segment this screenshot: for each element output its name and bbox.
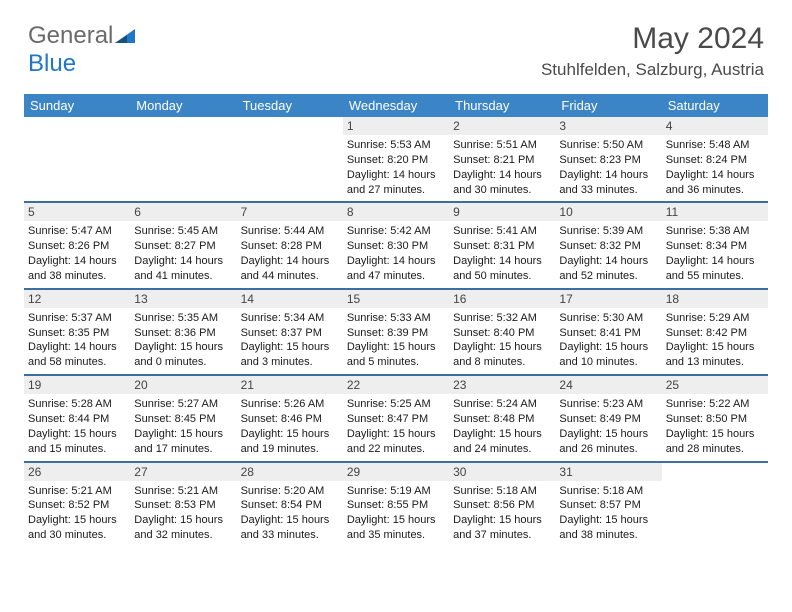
brand-part2: Blue xyxy=(28,50,76,77)
day-number-cell: 15 xyxy=(343,289,449,308)
day-number-row: 262728293031 xyxy=(24,462,768,481)
day-number-row: 19202122232425 xyxy=(24,375,768,394)
day-info-cell: Sunrise: 5:34 AMSunset: 8:37 PMDaylight:… xyxy=(237,308,343,375)
day-number-cell: 18 xyxy=(662,289,768,308)
day-info-cell: Sunrise: 5:48 AMSunset: 8:24 PMDaylight:… xyxy=(662,135,768,202)
day-info-cell: Sunrise: 5:42 AMSunset: 8:30 PMDaylight:… xyxy=(343,221,449,288)
day-info-cell: Sunrise: 5:35 AMSunset: 8:36 PMDaylight:… xyxy=(130,308,236,375)
brand-logo: GeneralBlue xyxy=(28,22,135,78)
day-info-cell: Sunrise: 5:32 AMSunset: 8:40 PMDaylight:… xyxy=(449,308,555,375)
day-info-row: Sunrise: 5:53 AMSunset: 8:20 PMDaylight:… xyxy=(24,135,768,202)
brand-part1: General xyxy=(28,22,113,49)
day-number-cell: 3 xyxy=(555,117,661,135)
day-number-cell xyxy=(662,462,768,481)
calendar-table: SundayMondayTuesdayWednesdayThursdayFrid… xyxy=(24,94,768,547)
day-number-cell: 17 xyxy=(555,289,661,308)
location-label: Stuhlfelden, Salzburg, Austria xyxy=(541,60,764,80)
day-number-cell: 6 xyxy=(130,202,236,221)
day-info-row: Sunrise: 5:37 AMSunset: 8:35 PMDaylight:… xyxy=(24,308,768,375)
day-info-cell: Sunrise: 5:53 AMSunset: 8:20 PMDaylight:… xyxy=(343,135,449,202)
day-info-cell: Sunrise: 5:50 AMSunset: 8:23 PMDaylight:… xyxy=(555,135,661,202)
weekday-header: Saturday xyxy=(662,94,768,117)
day-number-cell: 14 xyxy=(237,289,343,308)
day-number-cell: 19 xyxy=(24,375,130,394)
day-number-cell: 16 xyxy=(449,289,555,308)
day-info-row: Sunrise: 5:21 AMSunset: 8:52 PMDaylight:… xyxy=(24,481,768,547)
day-number-cell: 10 xyxy=(555,202,661,221)
day-number-cell: 9 xyxy=(449,202,555,221)
page-header: GeneralBlue May 2024 Stuhlfelden, Salzbu… xyxy=(0,0,792,88)
day-info-cell: Sunrise: 5:19 AMSunset: 8:55 PMDaylight:… xyxy=(343,481,449,547)
day-number-cell: 4 xyxy=(662,117,768,135)
month-title: May 2024 xyxy=(541,22,764,56)
day-number-row: 567891011 xyxy=(24,202,768,221)
day-info-cell: Sunrise: 5:26 AMSunset: 8:46 PMDaylight:… xyxy=(237,394,343,461)
day-info-cell: Sunrise: 5:41 AMSunset: 8:31 PMDaylight:… xyxy=(449,221,555,288)
day-info-cell: Sunrise: 5:45 AMSunset: 8:27 PMDaylight:… xyxy=(130,221,236,288)
brand-text: GeneralBlue xyxy=(28,22,135,78)
day-number-cell: 8 xyxy=(343,202,449,221)
weekday-header: Tuesday xyxy=(237,94,343,117)
day-number-cell: 27 xyxy=(130,462,236,481)
weekday-header: Thursday xyxy=(449,94,555,117)
day-info-cell: Sunrise: 5:29 AMSunset: 8:42 PMDaylight:… xyxy=(662,308,768,375)
day-number-cell: 23 xyxy=(449,375,555,394)
day-number-cell: 30 xyxy=(449,462,555,481)
day-info-cell: Sunrise: 5:21 AMSunset: 8:53 PMDaylight:… xyxy=(130,481,236,547)
day-info-cell: Sunrise: 5:21 AMSunset: 8:52 PMDaylight:… xyxy=(24,481,130,547)
title-block: May 2024 Stuhlfelden, Salzburg, Austria xyxy=(541,22,764,80)
day-info-cell: Sunrise: 5:30 AMSunset: 8:41 PMDaylight:… xyxy=(555,308,661,375)
day-number-cell xyxy=(237,117,343,135)
day-info-cell: Sunrise: 5:28 AMSunset: 8:44 PMDaylight:… xyxy=(24,394,130,461)
day-number-cell: 31 xyxy=(555,462,661,481)
day-number-row: 12131415161718 xyxy=(24,289,768,308)
day-number-cell: 21 xyxy=(237,375,343,394)
weekday-header: Monday xyxy=(130,94,236,117)
day-number-cell: 5 xyxy=(24,202,130,221)
day-info-cell: Sunrise: 5:22 AMSunset: 8:50 PMDaylight:… xyxy=(662,394,768,461)
day-number-cell: 28 xyxy=(237,462,343,481)
weekday-header-row: SundayMondayTuesdayWednesdayThursdayFrid… xyxy=(24,94,768,117)
day-info-cell xyxy=(130,135,236,202)
day-info-cell: Sunrise: 5:51 AMSunset: 8:21 PMDaylight:… xyxy=(449,135,555,202)
calendar-body: 1234Sunrise: 5:53 AMSunset: 8:20 PMDayli… xyxy=(24,117,768,547)
day-info-cell: Sunrise: 5:20 AMSunset: 8:54 PMDaylight:… xyxy=(237,481,343,547)
day-number-cell: 2 xyxy=(449,117,555,135)
day-number-cell xyxy=(130,117,236,135)
day-number-cell: 22 xyxy=(343,375,449,394)
day-info-row: Sunrise: 5:47 AMSunset: 8:26 PMDaylight:… xyxy=(24,221,768,288)
day-info-cell: Sunrise: 5:18 AMSunset: 8:57 PMDaylight:… xyxy=(555,481,661,547)
day-number-cell: 11 xyxy=(662,202,768,221)
day-info-cell: Sunrise: 5:44 AMSunset: 8:28 PMDaylight:… xyxy=(237,221,343,288)
day-number-cell: 29 xyxy=(343,462,449,481)
day-info-cell: Sunrise: 5:33 AMSunset: 8:39 PMDaylight:… xyxy=(343,308,449,375)
day-info-cell: Sunrise: 5:27 AMSunset: 8:45 PMDaylight:… xyxy=(130,394,236,461)
logo-triangle-icon xyxy=(115,22,135,50)
day-info-cell xyxy=(662,481,768,547)
day-info-row: Sunrise: 5:28 AMSunset: 8:44 PMDaylight:… xyxy=(24,394,768,461)
day-info-cell: Sunrise: 5:24 AMSunset: 8:48 PMDaylight:… xyxy=(449,394,555,461)
day-info-cell: Sunrise: 5:18 AMSunset: 8:56 PMDaylight:… xyxy=(449,481,555,547)
day-number-cell: 13 xyxy=(130,289,236,308)
day-info-cell: Sunrise: 5:37 AMSunset: 8:35 PMDaylight:… xyxy=(24,308,130,375)
day-info-cell: Sunrise: 5:47 AMSunset: 8:26 PMDaylight:… xyxy=(24,221,130,288)
day-info-cell: Sunrise: 5:25 AMSunset: 8:47 PMDaylight:… xyxy=(343,394,449,461)
weekday-header: Friday xyxy=(555,94,661,117)
day-number-cell: 26 xyxy=(24,462,130,481)
day-info-cell: Sunrise: 5:39 AMSunset: 8:32 PMDaylight:… xyxy=(555,221,661,288)
day-number-cell: 1 xyxy=(343,117,449,135)
day-number-cell xyxy=(24,117,130,135)
day-number-cell: 7 xyxy=(237,202,343,221)
weekday-header: Wednesday xyxy=(343,94,449,117)
day-info-cell xyxy=(237,135,343,202)
day-number-cell: 24 xyxy=(555,375,661,394)
day-number-cell: 20 xyxy=(130,375,236,394)
day-info-cell: Sunrise: 5:38 AMSunset: 8:34 PMDaylight:… xyxy=(662,221,768,288)
day-info-cell xyxy=(24,135,130,202)
day-number-cell: 25 xyxy=(662,375,768,394)
day-info-cell: Sunrise: 5:23 AMSunset: 8:49 PMDaylight:… xyxy=(555,394,661,461)
day-number-cell: 12 xyxy=(24,289,130,308)
weekday-header: Sunday xyxy=(24,94,130,117)
day-number-row: 1234 xyxy=(24,117,768,135)
